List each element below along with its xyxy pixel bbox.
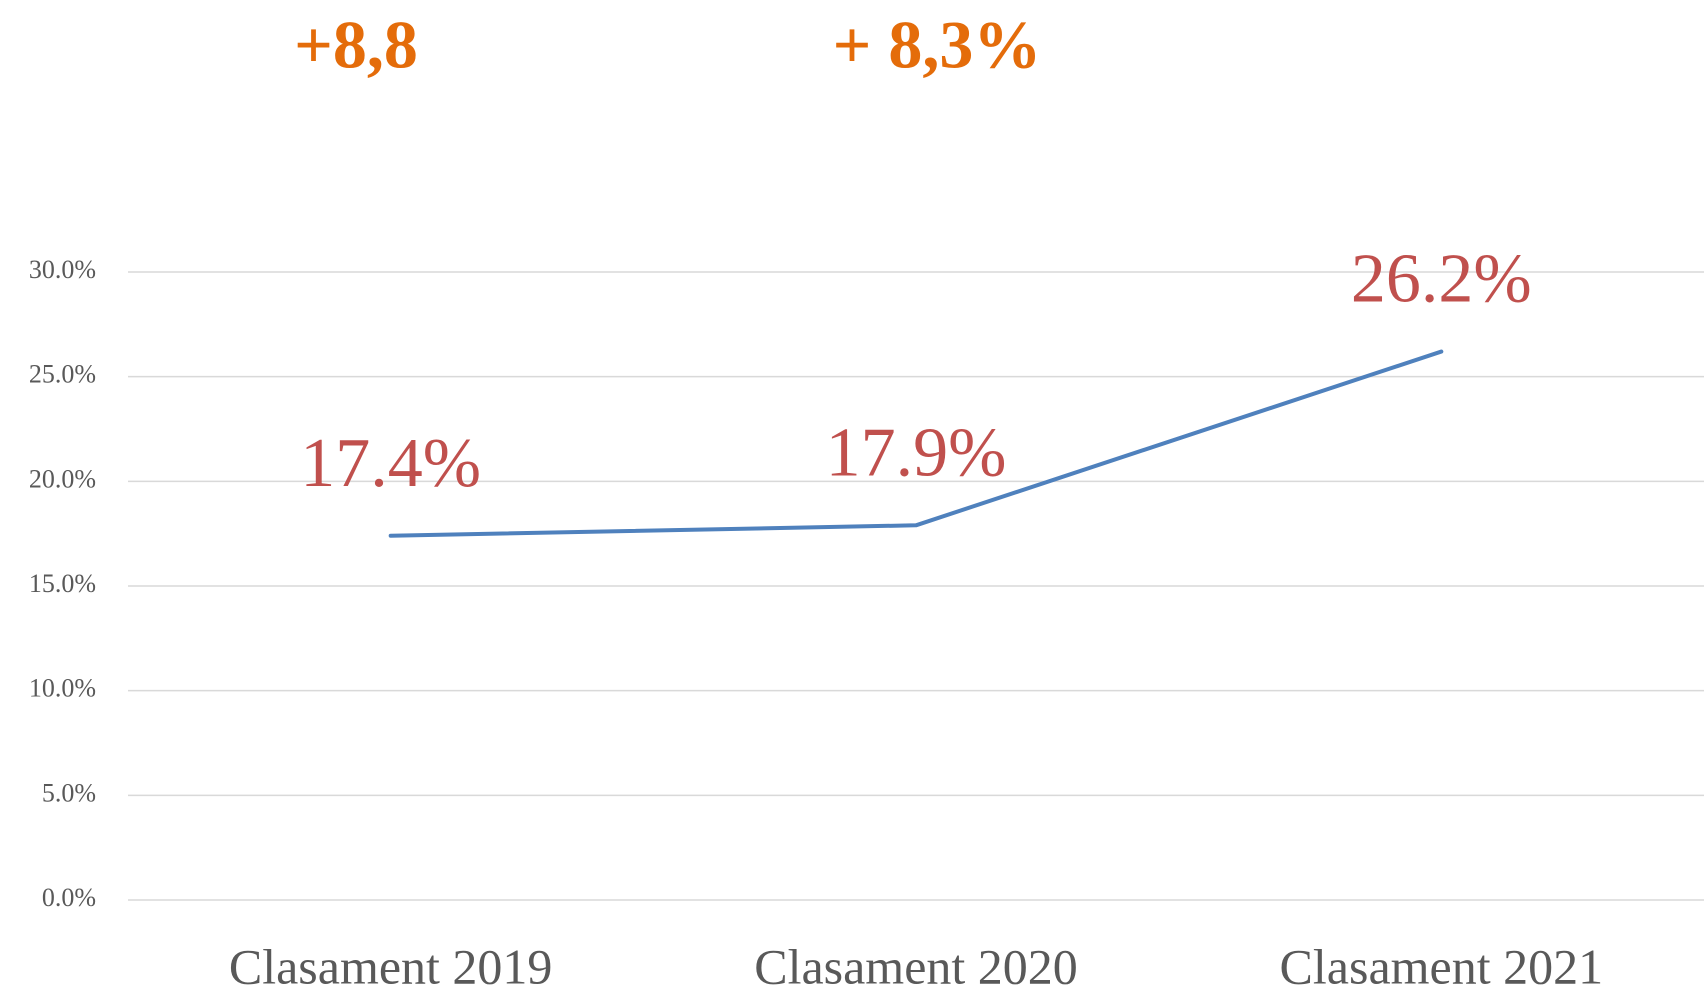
data-label: 17.9%: [826, 414, 1007, 491]
x-tick-label: Clasament 2019: [229, 938, 553, 994]
y-tick-label: 15.0%: [29, 569, 96, 598]
y-tick-label: 30.0%: [29, 255, 96, 284]
x-tick-label: Clasament 2021: [1280, 938, 1604, 994]
annotation: +8,8: [294, 7, 418, 83]
y-tick-label: 5.0%: [42, 778, 96, 807]
line: [388, 349, 1444, 538]
y-tick-label: 25.0%: [29, 360, 96, 389]
annotation: + 8,3%: [833, 7, 1042, 83]
y-tick-label: 10.0%: [29, 674, 96, 703]
data-label: 26.2%: [1351, 241, 1532, 318]
y-tick-label: 0.0%: [42, 883, 96, 912]
y-tick-label: 20.0%: [29, 464, 96, 493]
x-tick-label: Clasament 2020: [754, 938, 1078, 994]
data-label: 17.4%: [300, 425, 481, 502]
